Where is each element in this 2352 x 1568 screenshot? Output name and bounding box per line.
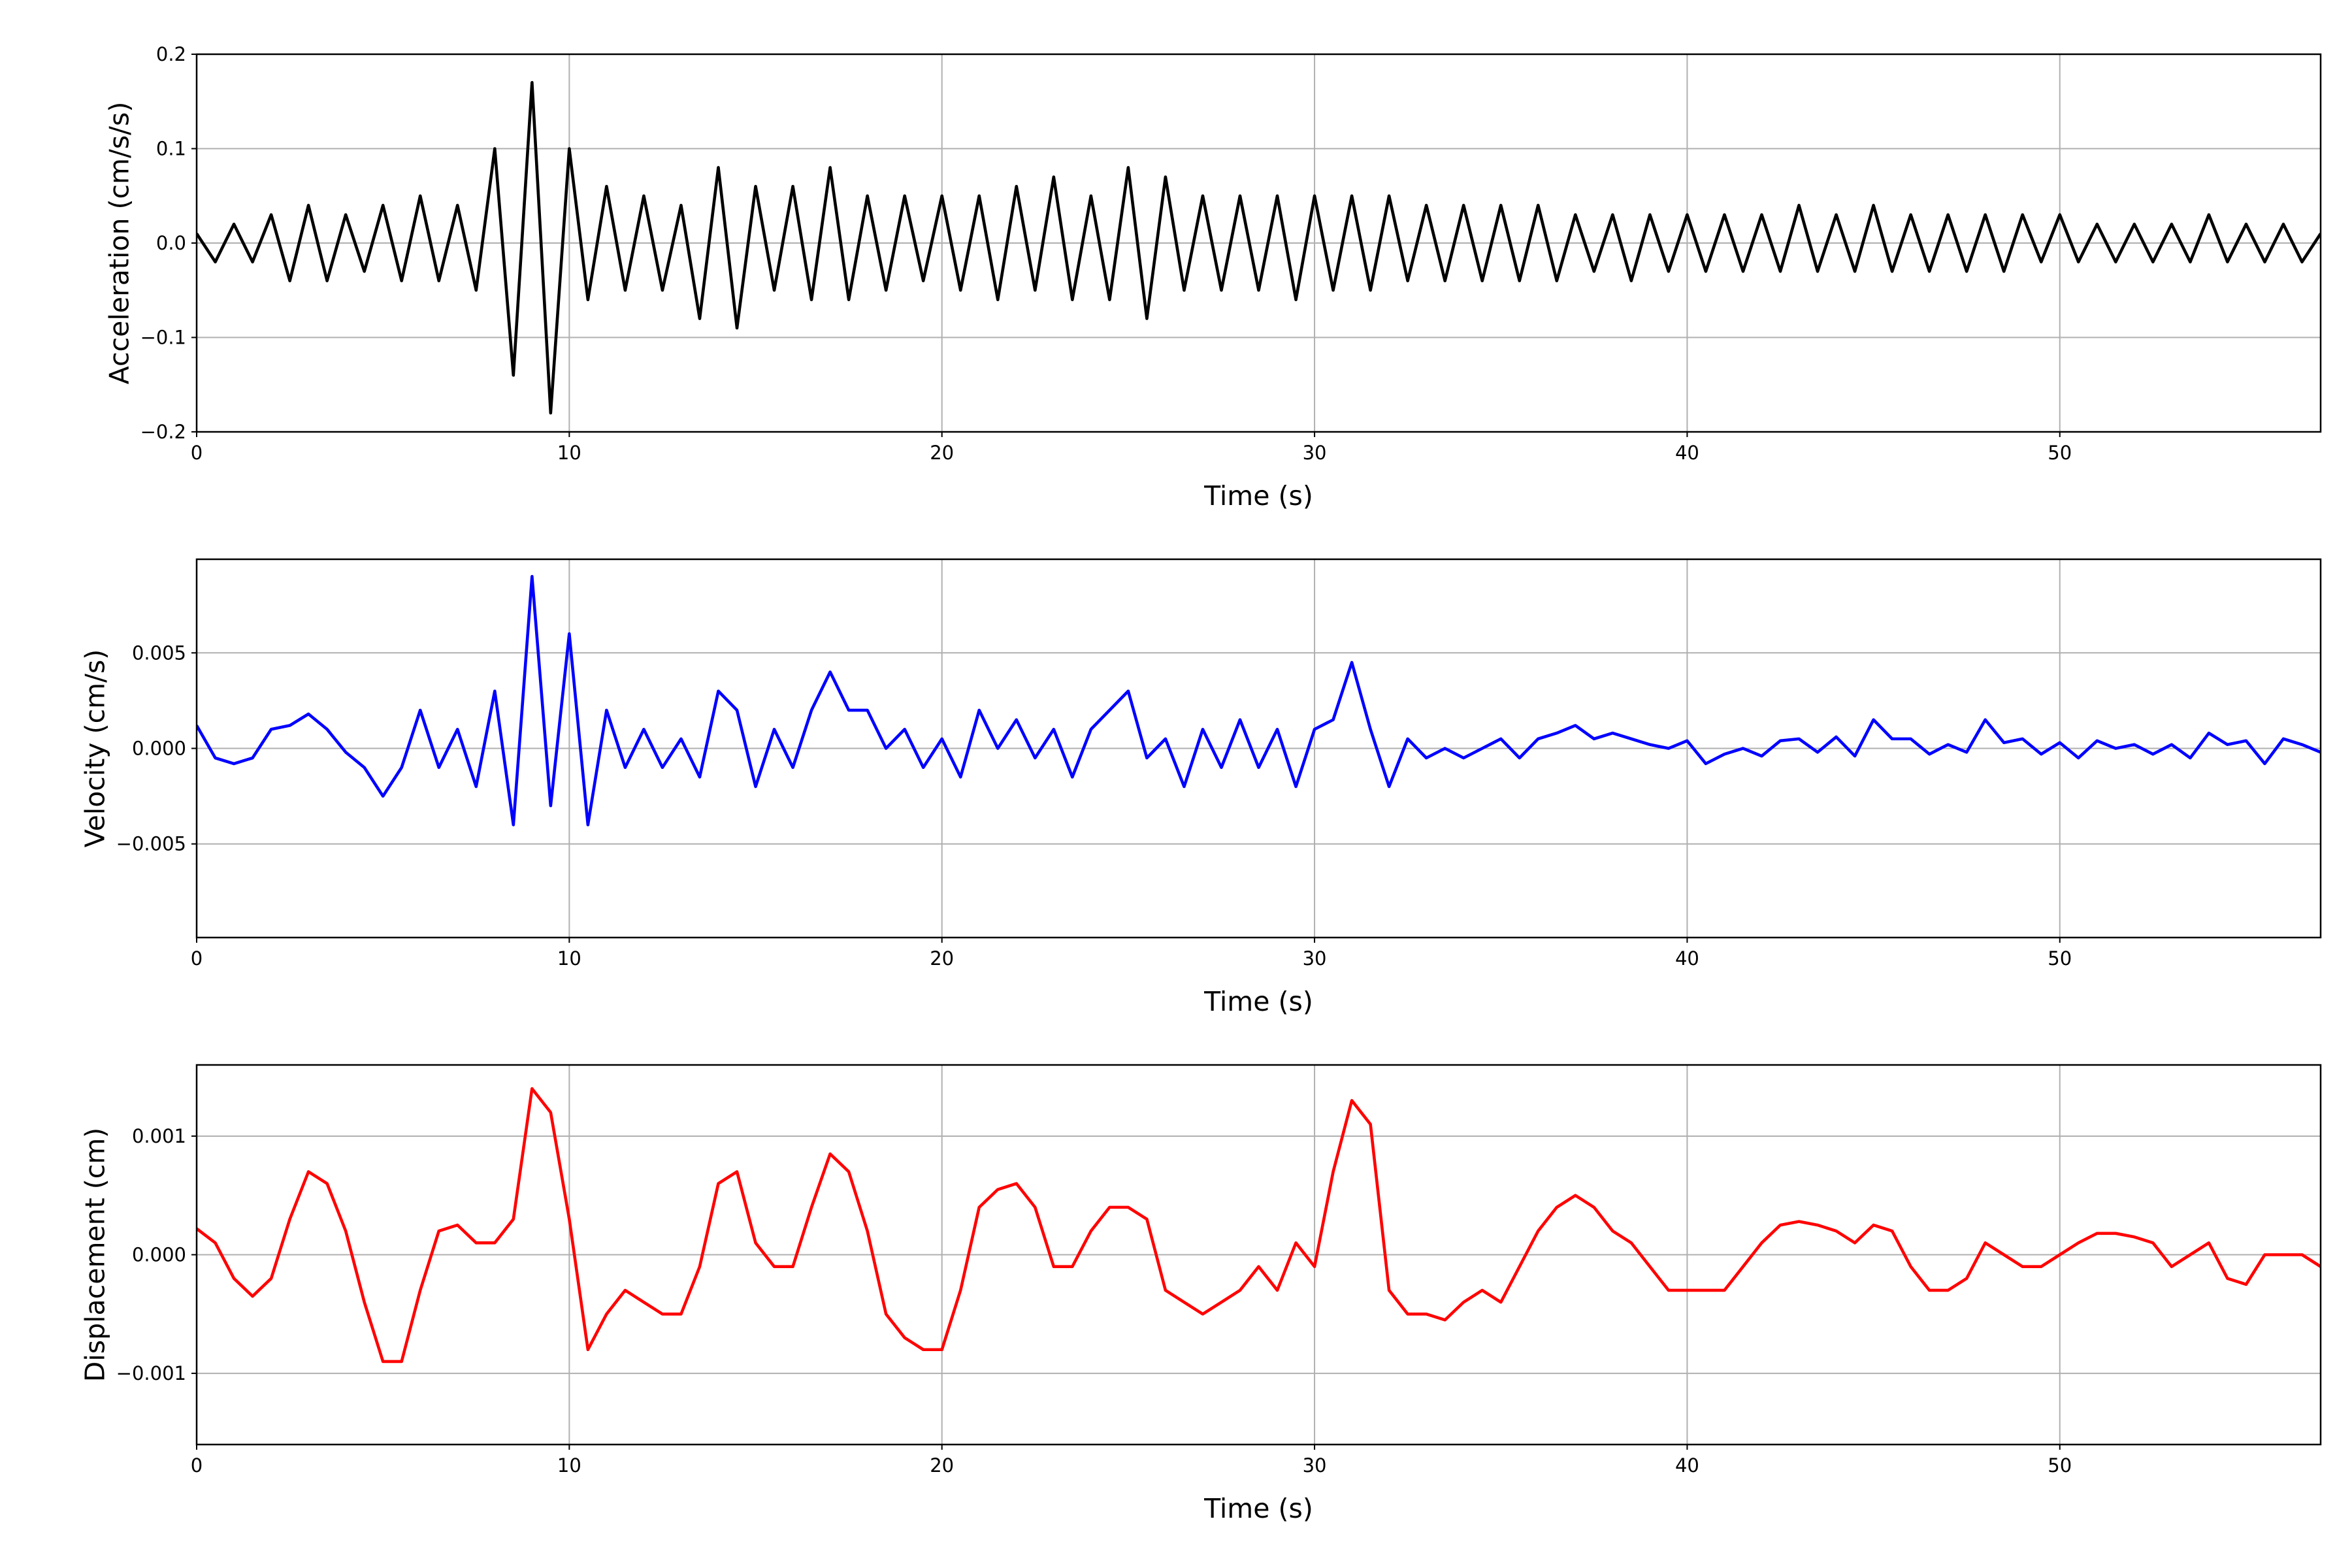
y-tick-label: 0.1 — [156, 138, 186, 160]
axes: 0 10 20 30 40 50 −0.005 0.000 0.005 Time (s) Veloc… — [80, 558, 2322, 1017]
axes: 0 10 20 30 40 50 −0.2 −0.1 0.0 0.1 0.2 Time (s) Acce… — [104, 43, 2322, 512]
y-axis-label: Velocity (cm/s) — [80, 649, 111, 848]
x-tick-label: 0 — [191, 442, 203, 464]
x-tick-label: 0 — [191, 1454, 203, 1477]
x-tick-label: 10 — [557, 947, 581, 970]
x-tick-label: 20 — [930, 1454, 954, 1477]
y-axis-label: Displacement (cm) — [80, 1128, 111, 1382]
x-axis-label: Time (s) — [1203, 480, 1313, 512]
x-tick-label: 10 — [557, 442, 581, 464]
data-line — [197, 575, 2321, 826]
x-tick-label: 10 — [557, 1454, 581, 1477]
x-tick-label: 20 — [930, 947, 954, 970]
x-tick-label: 50 — [2048, 947, 2072, 970]
x-tick-label: 0 — [191, 947, 203, 970]
x-tick-label: 40 — [1675, 947, 1699, 970]
data-line — [197, 81, 2321, 415]
y-tick-label: 0.000 — [132, 1244, 186, 1266]
y-tick-label: 0.2 — [156, 43, 186, 65]
y-tick-label: 0.005 — [132, 642, 186, 664]
y-tick-label: 0.0 — [156, 232, 186, 254]
y-tick-label: 0.000 — [132, 738, 186, 760]
y-tick-label: −0.001 — [116, 1362, 186, 1384]
x-tick-label: 50 — [2048, 1454, 2072, 1477]
y-tick-label: 0.001 — [132, 1125, 186, 1147]
x-tick-label: 50 — [2048, 442, 2072, 464]
x-tick-label: 40 — [1675, 442, 1699, 464]
x-tick-label: 20 — [930, 442, 954, 464]
y-axis-label: Acceleration (cm/s/s) — [104, 102, 135, 385]
x-tick-label: 30 — [1303, 442, 1327, 464]
y-tick-label: −0.005 — [116, 833, 186, 855]
y-tick-label: −0.2 — [140, 421, 186, 443]
data-line — [197, 1087, 2321, 1364]
x-tick-label: 30 — [1303, 1454, 1327, 1477]
x-tick-label: 40 — [1675, 1454, 1699, 1477]
axes: 0 10 20 30 40 50 −0.001 0.000 0.001 Time (s) Displ… — [80, 1064, 2322, 1524]
x-axis-label: Time (s) — [1203, 1493, 1313, 1524]
x-tick-label: 30 — [1303, 947, 1327, 970]
y-tick-label: −0.1 — [140, 327, 186, 349]
x-axis-label: Time (s) — [1203, 986, 1313, 1017]
